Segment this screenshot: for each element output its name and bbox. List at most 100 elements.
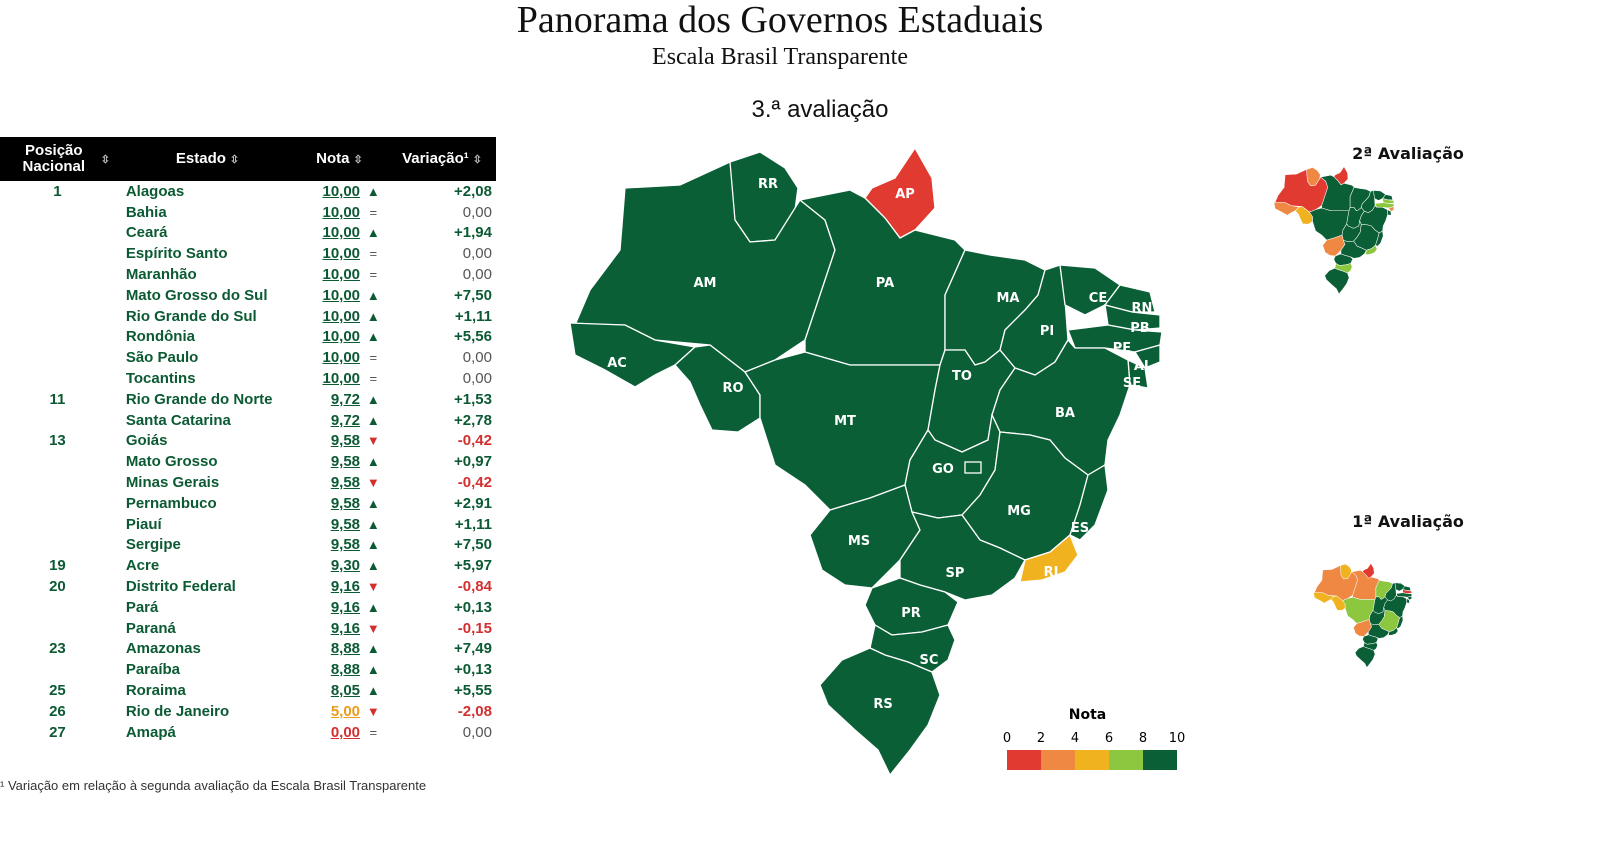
grade-cell[interactable]: 9,58: [294, 431, 362, 452]
state-name-cell: Rio de Janeiro: [125, 702, 230, 720]
grade-link[interactable]: 5,00: [330, 702, 361, 720]
col-header-state[interactable]: Estado ⇳: [120, 137, 295, 181]
state-al[interactable]: [1133, 344, 1161, 369]
grade-cell[interactable]: 10,00: [294, 347, 362, 368]
trend-up-icon: ▲: [366, 516, 380, 532]
state-label-al: AL: [1134, 359, 1152, 374]
state-name-cell: Roraima: [125, 682, 186, 700]
state-name-cell: Santa Catarina: [125, 411, 231, 429]
state-ac[interactable]: [569, 322, 697, 388]
grade-link[interactable]: 10,00: [322, 307, 361, 325]
rank-cell: 26: [49, 702, 66, 720]
variation-cell: +1,11: [454, 515, 492, 533]
grade-cell[interactable]: 9,16: [294, 597, 362, 618]
variation-cell: +1,53: [454, 390, 492, 408]
grade-cell[interactable]: 10,00: [294, 285, 362, 306]
grade-cell[interactable]: 8,05: [294, 680, 362, 701]
grade-cell[interactable]: 9,30: [294, 555, 362, 576]
col-header-position[interactable]: Posição Nacional ⇳: [0, 137, 121, 181]
variation-cell: 0,00: [462, 723, 492, 741]
grade-cell[interactable]: 10,00: [294, 264, 362, 285]
table-row: Pará 9,16 ▲ +0,13: [0, 597, 496, 618]
state-label-ma: MA: [997, 291, 1020, 306]
state-label-sc: SC: [920, 653, 939, 668]
grade-link[interactable]: 10,00: [322, 328, 361, 346]
state-sp[interactable]: [899, 511, 1026, 601]
state-label-se: SE: [1123, 376, 1141, 391]
grade-link[interactable]: 8,05: [330, 682, 361, 700]
grade-cell[interactable]: 9,58: [294, 472, 362, 493]
state-rj[interactable]: [1019, 533, 1079, 583]
grade-cell[interactable]: 10,00: [294, 202, 362, 223]
grade-cell[interactable]: 10,00: [294, 223, 362, 244]
grade-cell[interactable]: 5,00: [294, 701, 362, 722]
state-label-rj: RJ: [1044, 565, 1059, 580]
grade-link[interactable]: 10,00: [322, 370, 361, 388]
grade-link[interactable]: 9,16: [330, 598, 361, 616]
first-map-title: 1ª Avaliação: [1352, 512, 1464, 531]
state-rn[interactable]: [1103, 284, 1156, 313]
grade-cell[interactable]: 9,58: [294, 535, 362, 556]
state-name-cell: Distrito Federal: [125, 578, 236, 596]
variation-cell: +5,97: [454, 557, 492, 575]
state-label-sp: SP: [946, 566, 965, 581]
first-evaluation-map: [1313, 562, 1413, 668]
grade-cell[interactable]: 8,88: [294, 659, 362, 680]
grade-link[interactable]: 9,16: [330, 578, 361, 596]
rank-cell: [0, 264, 121, 285]
grade-cell[interactable]: 10,00: [294, 243, 362, 264]
grade-link[interactable]: 10,00: [322, 286, 361, 304]
grade-link[interactable]: 9,58: [330, 474, 361, 492]
trend-up-icon: ▲: [366, 662, 380, 678]
grade-link[interactable]: 10,00: [322, 182, 361, 200]
grade-link[interactable]: 9,58: [330, 494, 361, 512]
grade-cell[interactable]: 10,00: [294, 181, 362, 202]
trend-up-icon: ▲: [366, 391, 380, 407]
grade-link[interactable]: 9,72: [330, 411, 361, 429]
grade-link[interactable]: 9,58: [330, 432, 361, 450]
trend-up-icon: ▲: [366, 308, 380, 324]
legend-color-bar: [1007, 750, 1177, 770]
grade-cell[interactable]: 9,16: [294, 618, 362, 639]
grade-cell[interactable]: 10,00: [294, 327, 362, 348]
grade-link[interactable]: 10,00: [322, 349, 361, 367]
grade-link[interactable]: 10,00: [322, 224, 361, 242]
grade-link[interactable]: 9,58: [330, 515, 361, 533]
table-row: 1 Alagoas 10,00 ▲ +2,08: [0, 181, 496, 202]
grade-cell[interactable]: 9,16: [294, 576, 362, 597]
grade-cell[interactable]: 0,00: [294, 722, 362, 743]
grade-link[interactable]: 9,72: [330, 390, 361, 408]
grade-cell[interactable]: 9,58: [294, 451, 362, 472]
state-name-cell: Rondônia: [125, 328, 195, 346]
trend-down-icon: ▼: [366, 620, 380, 636]
legend-color-swatch: [1041, 750, 1075, 770]
grade-cell[interactable]: 9,58: [294, 493, 362, 514]
col-header-variation[interactable]: Variação¹ ⇳: [384, 137, 496, 181]
grade-link[interactable]: 10,00: [322, 266, 361, 284]
rank-cell: [0, 306, 121, 327]
grade-link[interactable]: 9,58: [330, 453, 361, 471]
grade-link[interactable]: 9,58: [330, 536, 361, 554]
grade-link[interactable]: 10,00: [322, 203, 361, 221]
grade-cell[interactable]: 9,72: [294, 389, 362, 410]
col-header-grade[interactable]: Nota ⇳: [294, 137, 385, 181]
state-rs[interactable]: [819, 647, 941, 777]
grade-link[interactable]: 9,30: [330, 557, 361, 575]
variation-cell: +1,11: [454, 307, 492, 325]
grade-cell[interactable]: 9,58: [294, 514, 362, 535]
grade-link[interactable]: 10,00: [322, 245, 361, 263]
state-label-rr: RR: [758, 177, 778, 192]
grade-link[interactable]: 8,88: [330, 640, 361, 658]
grade-cell[interactable]: 10,00: [294, 306, 362, 327]
state-df[interactable]: [964, 461, 982, 474]
grade-link[interactable]: 9,16: [330, 619, 361, 637]
grade-cell[interactable]: 8,88: [294, 639, 362, 660]
state-ro[interactable]: [674, 344, 761, 433]
grade-cell[interactable]: 10,00: [294, 368, 362, 389]
grade-link[interactable]: 0,00: [330, 723, 361, 741]
state-name-cell: Pará: [125, 598, 159, 616]
grade-link[interactable]: 8,88: [330, 661, 361, 679]
state-es[interactable]: [1069, 463, 1109, 541]
grade-cell[interactable]: 9,72: [294, 410, 362, 431]
